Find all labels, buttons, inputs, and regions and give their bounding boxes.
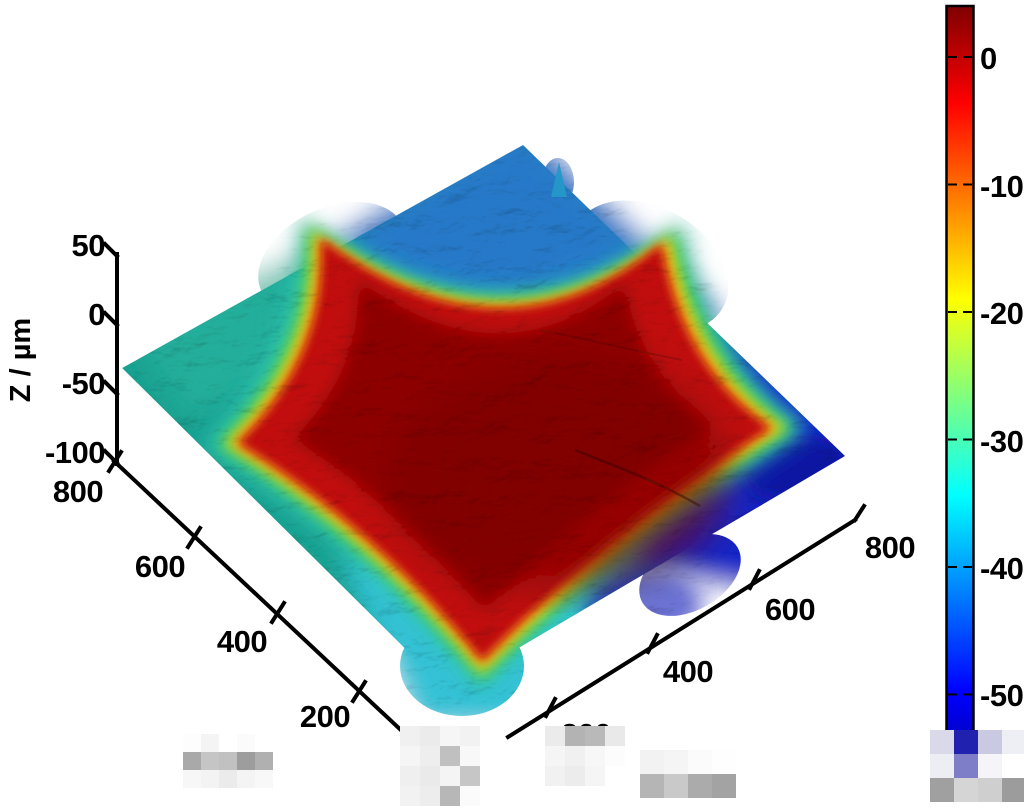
z-tick-label: 0 [88, 297, 105, 332]
colorbar-tick-label: 0 [980, 41, 997, 76]
y-axis-tick [269, 600, 287, 625]
y-tick-label: 400 [217, 624, 267, 659]
x-axis-tick [645, 632, 660, 655]
axes-lines [102, 241, 867, 766]
colorbar-tick-label: -40 [980, 551, 1023, 586]
colorbar-tick-label: -30 [980, 424, 1023, 459]
y-axis-tick [106, 449, 124, 474]
x-axis-tick [852, 503, 867, 523]
z-axis-tick [102, 310, 120, 328]
y-tick-label: 800 [53, 474, 103, 509]
x-axis-line [505, 517, 858, 740]
colorbar-tick-label: -10 [980, 169, 1023, 204]
x-tick-label: 400 [663, 654, 713, 689]
y-axis-tick [185, 525, 203, 550]
z-axis-tick [102, 379, 120, 397]
y-tick-label: 200 [300, 699, 350, 734]
x-axis-tick [747, 568, 762, 591]
z-tick-label: -100 [45, 435, 105, 470]
x-tick-label: 800 [865, 530, 915, 565]
colorbar-gradient-bar [945, 4, 975, 792]
x-tick-label: 600 [765, 592, 815, 627]
colorbar-ticks [948, 56, 972, 696]
colorbar-tick-label: -50 [980, 678, 1023, 713]
z-tick-label: -50 [62, 366, 105, 401]
y-axis-line [111, 458, 439, 766]
y-tick-label: 600 [135, 549, 185, 584]
x-axis-tick [543, 696, 558, 719]
surface-crack [574, 448, 701, 508]
y-axis-tick [350, 679, 368, 704]
z-axis-title: Z / µm [5, 318, 37, 402]
z-tick-label: 50 [72, 228, 105, 263]
star-dark-core [390, 360, 730, 590]
colorbar-tick-label: -20 [980, 296, 1023, 331]
x-tick-label: 200 [561, 717, 611, 752]
z-axis-tick [102, 241, 120, 259]
surface-crack [539, 329, 683, 361]
surface-spike-artifact [551, 162, 567, 197]
colorbar: 0 -10 -20 -30 -40 -50 [945, 4, 1024, 792]
